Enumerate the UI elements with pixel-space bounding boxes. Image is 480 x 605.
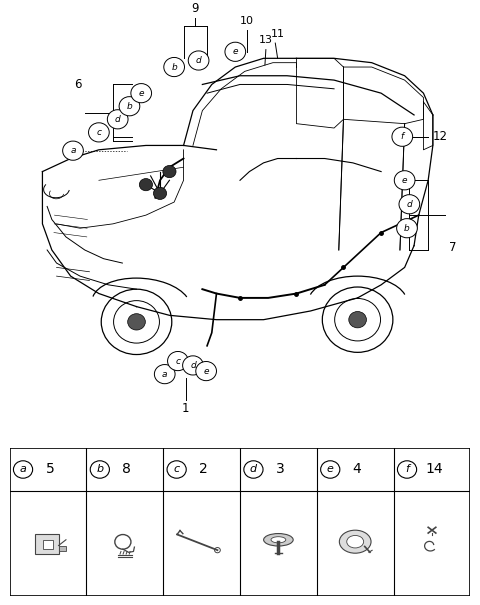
- Text: 7: 7: [449, 241, 457, 254]
- Text: 8: 8: [122, 462, 131, 477]
- Bar: [36, 534, 59, 554]
- Circle shape: [128, 313, 145, 330]
- Circle shape: [163, 166, 176, 178]
- Circle shape: [392, 127, 413, 146]
- Text: d: d: [190, 361, 196, 370]
- Text: d: d: [407, 200, 412, 209]
- Ellipse shape: [339, 530, 371, 553]
- Bar: [43, 540, 53, 549]
- Text: d: d: [250, 465, 257, 474]
- Text: 5: 5: [46, 462, 54, 477]
- Circle shape: [335, 298, 381, 341]
- Circle shape: [196, 362, 216, 381]
- Text: d: d: [115, 115, 120, 124]
- Circle shape: [399, 195, 420, 214]
- Text: 14: 14: [425, 462, 443, 477]
- Text: b: b: [171, 62, 177, 71]
- Text: e: e: [327, 465, 334, 474]
- Text: a: a: [70, 146, 76, 155]
- Text: c: c: [96, 128, 101, 137]
- Circle shape: [88, 123, 109, 142]
- Text: b: b: [127, 102, 132, 111]
- Circle shape: [244, 461, 263, 478]
- Circle shape: [167, 461, 186, 478]
- Text: c: c: [175, 356, 180, 365]
- Text: 3: 3: [276, 462, 285, 477]
- Circle shape: [90, 461, 109, 478]
- Text: e: e: [232, 47, 238, 56]
- Text: 11: 11: [271, 28, 285, 39]
- Circle shape: [396, 218, 417, 238]
- Circle shape: [63, 141, 84, 160]
- Circle shape: [13, 461, 33, 478]
- Text: 6: 6: [74, 78, 82, 91]
- Circle shape: [394, 171, 415, 190]
- Text: 9: 9: [192, 2, 199, 15]
- Circle shape: [168, 352, 188, 371]
- Circle shape: [188, 51, 209, 70]
- Text: a: a: [162, 370, 168, 379]
- Text: b: b: [404, 224, 410, 233]
- Circle shape: [101, 289, 172, 355]
- Circle shape: [182, 356, 204, 375]
- Text: 1: 1: [182, 402, 190, 416]
- Text: c: c: [174, 465, 180, 474]
- Ellipse shape: [347, 535, 364, 548]
- Circle shape: [321, 461, 340, 478]
- Circle shape: [119, 97, 140, 116]
- Text: 4: 4: [353, 462, 361, 477]
- Ellipse shape: [271, 537, 286, 543]
- Text: 13: 13: [259, 35, 273, 45]
- Circle shape: [323, 287, 393, 352]
- Circle shape: [131, 83, 152, 103]
- Circle shape: [164, 57, 184, 77]
- Circle shape: [225, 42, 246, 61]
- Bar: [59, 546, 66, 551]
- Circle shape: [155, 365, 175, 384]
- Text: e: e: [138, 89, 144, 97]
- Circle shape: [114, 301, 159, 343]
- Text: 10: 10: [240, 16, 254, 25]
- Text: 2: 2: [199, 462, 208, 477]
- Circle shape: [397, 461, 417, 478]
- Ellipse shape: [264, 534, 293, 546]
- Text: b: b: [96, 465, 103, 474]
- Circle shape: [349, 312, 366, 328]
- Text: e: e: [204, 367, 209, 376]
- Circle shape: [108, 110, 128, 129]
- Text: d: d: [196, 56, 202, 65]
- Circle shape: [154, 188, 167, 200]
- Text: f: f: [401, 132, 404, 141]
- Text: f: f: [405, 465, 409, 474]
- Text: 12: 12: [433, 130, 448, 143]
- Text: e: e: [402, 176, 408, 185]
- Circle shape: [139, 178, 153, 191]
- Text: a: a: [20, 465, 26, 474]
